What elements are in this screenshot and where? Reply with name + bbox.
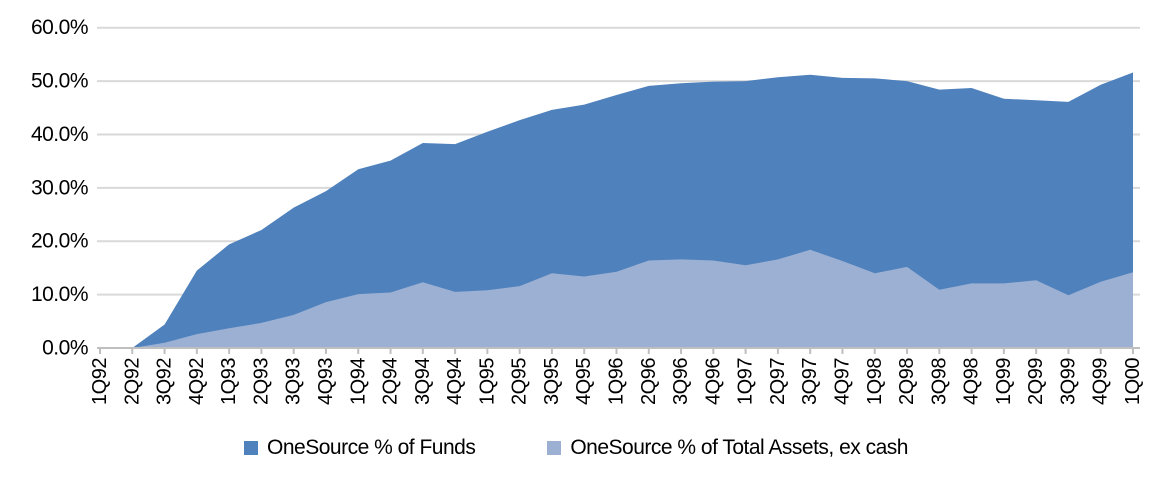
legend-item-total-assets: OneSource % of Total Assets, ex cash [547, 436, 908, 460]
x-axis-label: 4Q93 [315, 358, 337, 405]
y-axis-label: 40.0% [31, 123, 88, 146]
x-axis-label: 2Q96 [638, 358, 660, 405]
x-axis-label: 2Q97 [767, 358, 789, 405]
x-axis-label: 2Q92 [121, 358, 143, 405]
x-axis-label: 1Q94 [347, 358, 369, 405]
x-axis-label: 4Q96 [702, 358, 724, 405]
x-axis-label: 4Q95 [573, 358, 595, 405]
y-axis-label: 30.0% [31, 176, 88, 199]
x-axis-label: 3Q92 [154, 358, 176, 405]
y-axis-label: 10.0% [31, 283, 88, 306]
x-axis-label: 1Q98 [864, 358, 886, 405]
x-axis-label: 1Q92 [89, 358, 111, 405]
x-axis-label: 4Q94 [444, 358, 466, 405]
x-axis-label: 3Q98 [928, 358, 950, 405]
x-axis-label: 2Q98 [896, 358, 918, 405]
legend-swatch-total-assets-icon [547, 441, 562, 455]
x-axis-label: 3Q96 [670, 358, 692, 405]
x-axis-label: 2Q93 [250, 358, 272, 405]
legend-label-funds: OneSource % of Funds [267, 436, 476, 459]
chart-legend: OneSource % of Funds OneSource % of Tota… [0, 436, 1152, 460]
x-axis-label: 1Q93 [218, 358, 240, 405]
x-axis-label: 3Q97 [799, 358, 821, 405]
x-axis-label: 1Q00 [1122, 358, 1144, 405]
x-axis-label: 1Q96 [606, 358, 628, 405]
legend-item-funds: OneSource % of Funds [244, 436, 476, 460]
x-axis-label: 2Q94 [380, 358, 402, 405]
legend-label-total-assets: OneSource % of Total Assets, ex cash [570, 436, 908, 459]
x-axis-label: 3Q95 [541, 358, 563, 405]
x-axis-label: 3Q93 [283, 358, 305, 405]
area-total-assets [100, 249, 1133, 348]
y-axis-label: 20.0% [31, 230, 88, 253]
x-axis-label: 4Q92 [186, 358, 208, 405]
x-axis-label: 3Q99 [1057, 358, 1079, 405]
x-axis-label: 3Q94 [412, 358, 434, 405]
x-axis-label: 4Q98 [961, 358, 983, 405]
x-axis-label: 2Q95 [509, 358, 531, 405]
x-axis-label: 4Q97 [831, 358, 853, 405]
legend-swatch-funds-icon [244, 441, 259, 455]
x-axis-label: 1Q95 [476, 358, 498, 405]
y-axis-label: 0.0% [42, 337, 88, 360]
x-axis-label: 1Q99 [993, 358, 1015, 405]
y-axis-label: 50.0% [31, 70, 88, 93]
chart-plot-area: 0.0% 10.0% 20.0% 30.0% 40.0% 50.0% 60.0% 1Q92 2Q… [31, 16, 1144, 405]
y-axis-label: 60.0% [31, 16, 88, 39]
x-axis-label: 4Q99 [1090, 358, 1112, 405]
x-axis-label: 1Q97 [735, 358, 757, 405]
x-axis-label: 2Q99 [1025, 358, 1047, 405]
